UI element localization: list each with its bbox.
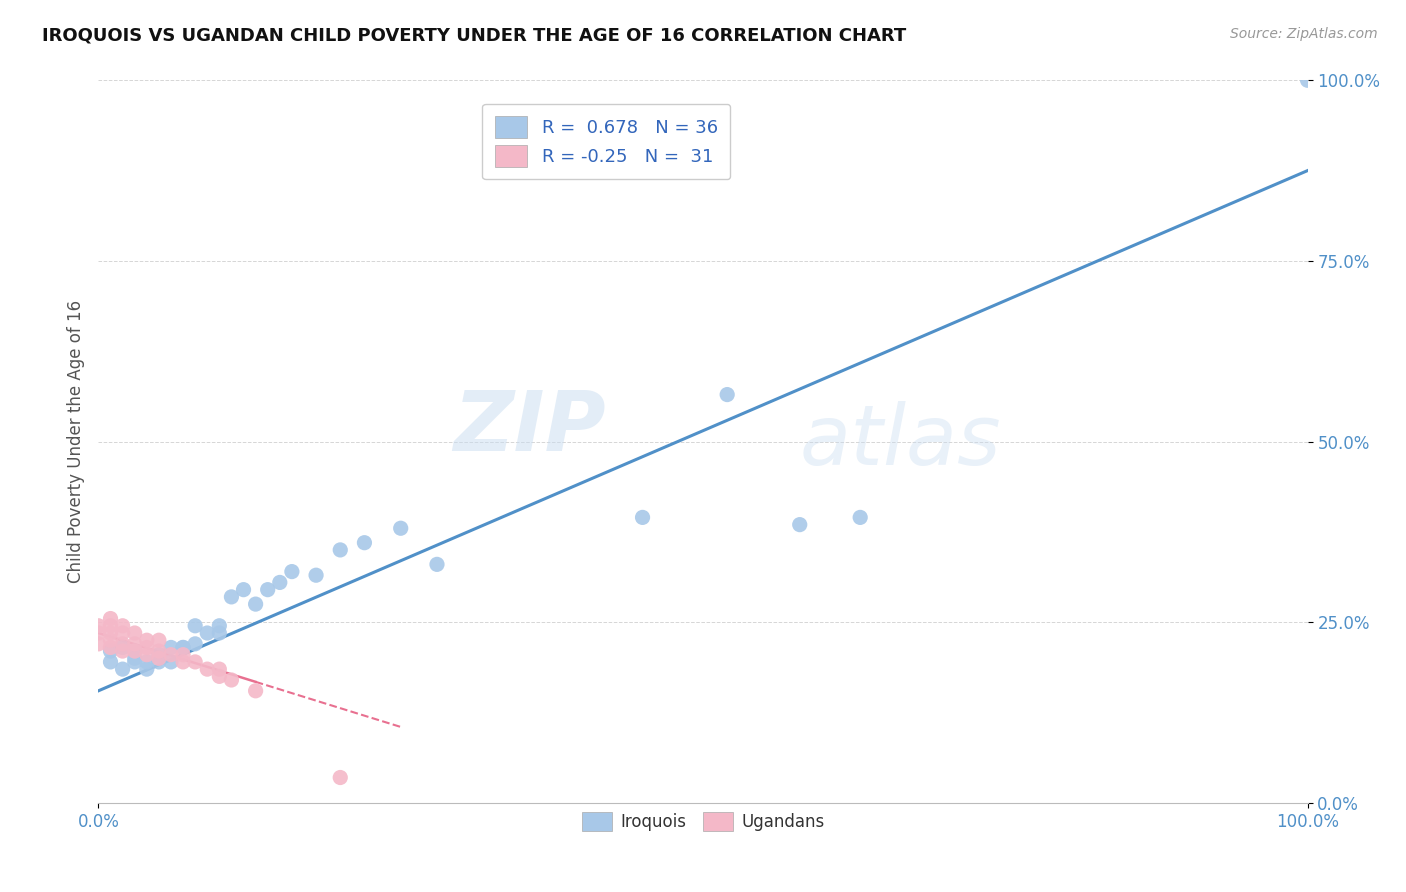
Point — [148, 655, 170, 669]
Point — [124, 644, 146, 658]
Point — [87, 619, 110, 633]
Point — [135, 655, 157, 669]
Point — [100, 611, 122, 625]
Point — [849, 510, 872, 524]
Point — [256, 582, 278, 597]
Text: IROQUOIS VS UGANDAN CHILD POVERTY UNDER THE AGE OF 16 CORRELATION CHART: IROQUOIS VS UGANDAN CHILD POVERTY UNDER … — [42, 27, 907, 45]
Point — [305, 568, 328, 582]
Point — [124, 655, 146, 669]
Point — [111, 644, 134, 658]
Point — [195, 662, 218, 676]
Point — [281, 565, 304, 579]
Point — [111, 640, 134, 655]
Point — [184, 619, 207, 633]
Point — [124, 644, 146, 658]
Point — [208, 662, 231, 676]
Point — [100, 626, 122, 640]
Point — [172, 640, 194, 655]
Text: Source: ZipAtlas.com: Source: ZipAtlas.com — [1230, 27, 1378, 41]
Point — [135, 662, 157, 676]
Point — [232, 582, 254, 597]
Point — [111, 637, 134, 651]
Point — [195, 626, 218, 640]
Point — [208, 669, 231, 683]
Point — [148, 648, 170, 662]
Point — [111, 662, 134, 676]
Point — [100, 640, 122, 655]
Point — [160, 655, 183, 669]
Point — [87, 637, 110, 651]
Point — [111, 619, 134, 633]
Point — [245, 597, 267, 611]
Point — [221, 673, 243, 687]
Point — [87, 626, 110, 640]
Point — [100, 644, 122, 658]
Point — [124, 637, 146, 651]
Point — [135, 640, 157, 655]
Point — [100, 633, 122, 648]
Point — [148, 651, 170, 665]
Point — [172, 648, 194, 662]
Point — [172, 655, 194, 669]
Point — [111, 626, 134, 640]
Point — [184, 655, 207, 669]
Point — [221, 590, 243, 604]
Y-axis label: Child Poverty Under the Age of 16: Child Poverty Under the Age of 16 — [66, 300, 84, 583]
Point — [329, 542, 352, 557]
Point — [184, 637, 207, 651]
Point — [124, 651, 146, 665]
Point — [148, 644, 170, 658]
Point — [100, 655, 122, 669]
Point — [329, 771, 352, 785]
Point — [1296, 73, 1319, 87]
Point — [269, 575, 291, 590]
Point — [160, 640, 183, 655]
Point — [148, 633, 170, 648]
Point — [353, 535, 375, 549]
Point — [100, 619, 122, 633]
Point — [716, 387, 738, 401]
Point — [245, 683, 267, 698]
Point — [426, 558, 449, 572]
Point — [389, 521, 412, 535]
Text: ZIP: ZIP — [454, 386, 606, 467]
Point — [124, 626, 146, 640]
Point — [631, 510, 654, 524]
Point — [789, 517, 811, 532]
Point — [135, 633, 157, 648]
Point — [160, 648, 183, 662]
Legend: Iroquois, Ugandans: Iroquois, Ugandans — [575, 805, 831, 838]
Point — [135, 648, 157, 662]
Point — [208, 619, 231, 633]
Text: atlas: atlas — [800, 401, 1001, 482]
Point — [172, 640, 194, 655]
Point — [208, 626, 231, 640]
